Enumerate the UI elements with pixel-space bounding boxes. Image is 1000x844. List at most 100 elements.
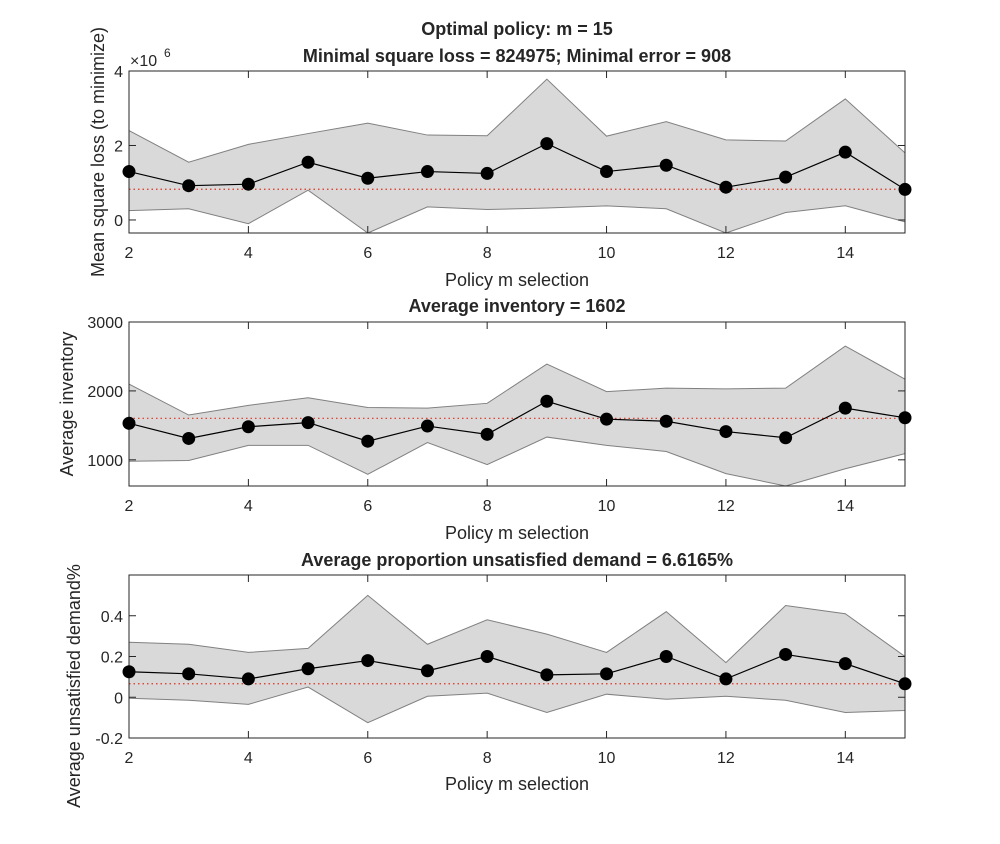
unsatisfied-point [480, 650, 494, 663]
unsatisfied-title: Average proportion unsatisfied demand = … [301, 550, 733, 570]
loss-point [361, 171, 375, 185]
unsatisfied-point [182, 667, 196, 681]
unsatisfied-point [659, 650, 673, 663]
unsatisfied-point [420, 664, 434, 678]
unsatisfied-point [241, 672, 255, 686]
inventory-title: Average inventory = 1602 [409, 296, 626, 316]
inventory-point [480, 427, 494, 441]
loss-y-axis-label: Mean square loss (to minimize) [88, 27, 108, 277]
loss-point [241, 177, 255, 191]
unsatisfied-x-tick-label: 6 [363, 750, 372, 767]
loss-x-tick-label: 2 [125, 245, 134, 262]
inventory-point [420, 419, 434, 433]
loss-x-tick-label: 10 [598, 245, 616, 262]
unsatisfied-point [898, 677, 912, 691]
inventory-point [301, 416, 315, 430]
inventory-x-tick-label: 4 [244, 498, 253, 515]
inventory-point [719, 425, 733, 439]
loss-point [480, 166, 494, 180]
unsatisfied-point [361, 654, 375, 668]
inventory-panel: Average inventory = 1602 Policy m select… [57, 296, 912, 543]
inventory-x-tick-label: 14 [836, 498, 854, 515]
unsatisfied-point [122, 665, 136, 679]
loss-point [898, 182, 912, 196]
inventory-y-tick-label: 2000 [87, 384, 123, 401]
inventory-point [779, 431, 793, 445]
unsatisfied-y-tick-label: -0.2 [95, 731, 123, 748]
inventory-x-tick-label: 8 [483, 498, 492, 515]
loss-point [420, 165, 434, 179]
unsatisfied-x-tick-label: 4 [244, 750, 253, 767]
loss-y-tick-label: 2 [114, 138, 123, 155]
unsatisfied-band [129, 594, 905, 724]
unsatisfied-point [779, 647, 793, 661]
loss-x-tick-label: 14 [836, 245, 854, 262]
inventory-point [241, 420, 255, 434]
unsatisfied-point [719, 672, 733, 686]
loss-point [779, 170, 793, 184]
inventory-point [122, 416, 136, 430]
loss-x-tick-label: 12 [717, 245, 735, 262]
inventory-point [898, 411, 912, 425]
loss-point [122, 165, 136, 179]
inventory-y-tick-label: 3000 [87, 315, 123, 332]
inventory-point [540, 394, 554, 408]
unsatisfied-y-tick-label: 0 [114, 690, 123, 707]
loss-mean-line [129, 142, 905, 190]
inventory-point [838, 401, 852, 415]
unsatisfied-panel: Average proportion unsatisfied demand = … [64, 550, 912, 808]
inventory-point [361, 434, 375, 448]
inventory-x-tick-label: 10 [598, 498, 616, 515]
unsatisfied-x-tick-label: 2 [125, 750, 134, 767]
inventory-x-axis-label: Policy m selection [445, 523, 589, 543]
unsatisfied-x-tick-label: 12 [717, 750, 735, 767]
unsatisfied-point [540, 668, 554, 682]
loss-x-axis-label: Policy m selection [445, 270, 589, 290]
loss-x-tick-label: 4 [244, 245, 253, 262]
unsatisfied-y-tick-label: 0.2 [101, 650, 123, 667]
unsatisfied-x-tick-label: 14 [836, 750, 854, 767]
loss-plot-area [129, 78, 905, 233]
inventory-x-tick-label: 2 [125, 498, 134, 515]
inventory-point [600, 412, 614, 426]
unsatisfied-mean-line [129, 653, 905, 685]
loss-band [129, 78, 905, 233]
inventory-axes-box [128, 321, 906, 487]
loss-point [301, 155, 315, 169]
unsatisfied-y-tick-label: 0.4 [101, 609, 123, 626]
loss-point [659, 158, 673, 172]
loss-point [719, 180, 733, 194]
loss-y-tick-label: 4 [114, 64, 123, 81]
unsatisfied-x-tick-label: 8 [483, 750, 492, 767]
unsatisfied-y-axis-label: Average unsatisfied demand% [64, 564, 84, 808]
inventory-plot-area [129, 345, 905, 486]
inventory-y-tick-label: 1000 [87, 453, 123, 470]
unsatisfied-point [301, 662, 315, 676]
inventory-mean-line [129, 400, 905, 442]
loss-x-tick-label: 6 [363, 245, 372, 262]
inventory-band [129, 345, 905, 486]
loss-point [540, 137, 554, 151]
loss-y-exponent-power: 6 [164, 46, 171, 60]
loss-point [182, 179, 196, 193]
loss-y-tick-label: 0 [114, 213, 123, 230]
unsatisfied-point [838, 657, 852, 671]
loss-axes-box [128, 70, 906, 234]
inventory-x-tick-label: 6 [363, 498, 372, 515]
loss-point [600, 165, 614, 179]
unsatisfied-x-axis-label: Policy m selection [445, 774, 589, 794]
inventory-x-tick-label: 12 [717, 498, 735, 515]
inventory-point [659, 414, 673, 428]
unsatisfied-plot-area [129, 594, 905, 724]
unsatisfied-x-tick-label: 10 [598, 750, 616, 767]
inventory-point [182, 431, 196, 445]
loss-panel: Optimal policy: m = 15 Minimal square lo… [88, 19, 912, 290]
loss-y-exponent-base: ×10 [130, 53, 157, 70]
loss-title-line-1: Optimal policy: m = 15 [421, 19, 613, 39]
loss-x-tick-label: 8 [483, 245, 492, 262]
loss-point [838, 145, 852, 159]
inventory-y-axis-label: Average inventory [57, 332, 77, 477]
unsatisfied-point [600, 667, 614, 681]
loss-title-line-2: Minimal square loss = 824975; Minimal er… [303, 46, 731, 66]
